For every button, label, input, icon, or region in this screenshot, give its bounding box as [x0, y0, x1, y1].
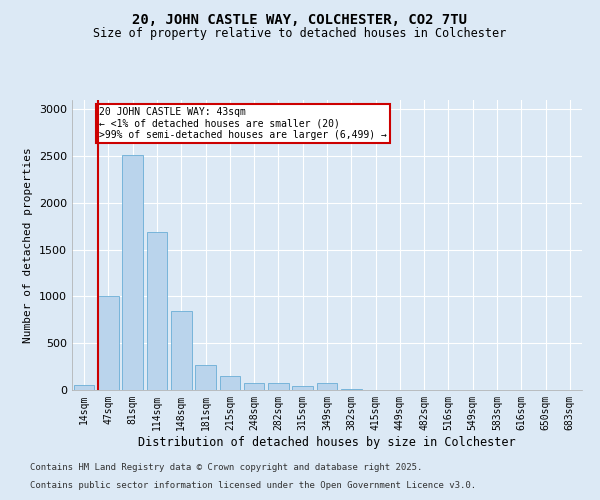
Text: 20 JOHN CASTLE WAY: 43sqm
← <1% of detached houses are smaller (20)
>99% of semi: 20 JOHN CASTLE WAY: 43sqm ← <1% of detac… [100, 106, 387, 140]
Y-axis label: Number of detached properties: Number of detached properties [23, 147, 34, 343]
X-axis label: Distribution of detached houses by size in Colchester: Distribution of detached houses by size … [138, 436, 516, 448]
Text: Contains public sector information licensed under the Open Government Licence v3: Contains public sector information licen… [30, 481, 476, 490]
Bar [220, 376, 240, 390]
Text: 20, JOHN CASTLE WAY, COLCHESTER, CO2 7TU: 20, JOHN CASTLE WAY, COLCHESTER, CO2 7TU [133, 12, 467, 26]
Bar [98, 296, 119, 390]
Bar [122, 155, 143, 390]
Bar [292, 386, 313, 390]
Text: Contains HM Land Registry data © Crown copyright and database right 2025.: Contains HM Land Registry data © Crown c… [30, 464, 422, 472]
Bar [268, 384, 289, 390]
Bar [244, 383, 265, 390]
Bar [171, 311, 191, 390]
Bar [317, 384, 337, 390]
Bar [146, 232, 167, 390]
Bar [195, 364, 216, 390]
Bar [341, 389, 362, 390]
Bar [74, 386, 94, 390]
Text: Size of property relative to detached houses in Colchester: Size of property relative to detached ho… [94, 28, 506, 40]
